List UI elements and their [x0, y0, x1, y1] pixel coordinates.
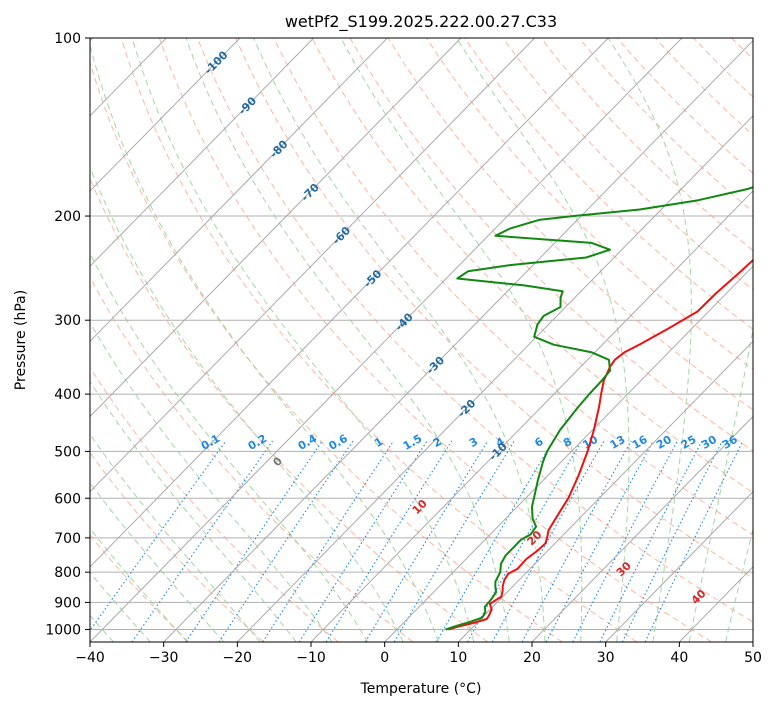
x-tick-label: −10 — [296, 650, 326, 666]
x-tick-label: 10 — [449, 650, 467, 666]
y-tick-label: 900 — [54, 595, 81, 611]
x-tick-label: −40 — [75, 650, 105, 666]
chart-title: wetPf2_S199.2025.222.00.27.C33 — [285, 12, 557, 32]
y-tick-label: 800 — [54, 565, 81, 581]
x-axis-label: Temperature (°C) — [360, 681, 482, 697]
y-tick-label: 1000 — [45, 622, 81, 638]
x-tick-label: 0 — [380, 650, 389, 666]
y-tick-label: 400 — [54, 387, 81, 403]
y-tick-label: 100 — [54, 31, 81, 47]
x-tick-label: 40 — [670, 650, 688, 666]
x-tick-label: −20 — [223, 650, 253, 666]
y-tick-label: 600 — [54, 491, 81, 507]
y-axis-label: Pressure (hPa) — [13, 290, 29, 390]
x-tick-label: −30 — [149, 650, 179, 666]
x-tick-label: 30 — [597, 650, 615, 666]
y-tick-label: 700 — [54, 531, 81, 547]
y-tick-label: 500 — [54, 444, 81, 460]
y-tick-label: 300 — [54, 313, 81, 329]
y-tick-label: 200 — [54, 209, 81, 225]
x-tick-label: 20 — [523, 650, 541, 666]
x-tick-label: 50 — [744, 650, 762, 666]
